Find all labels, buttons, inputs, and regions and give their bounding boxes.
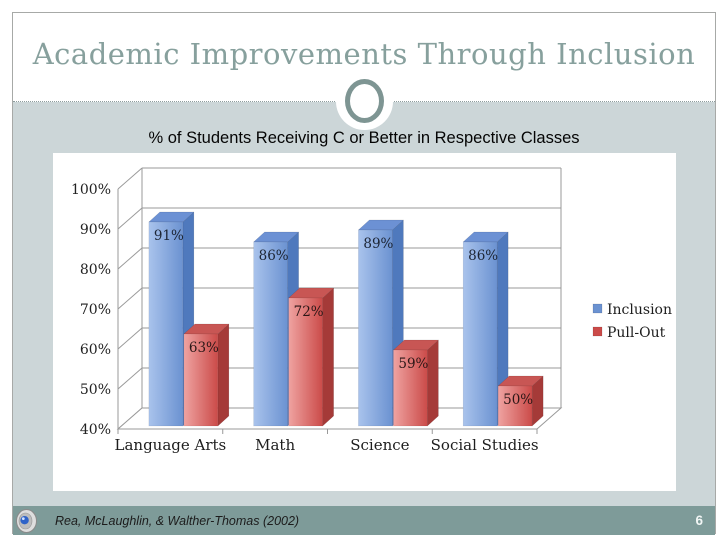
bar-side-face xyxy=(217,323,230,427)
data-label: 91% xyxy=(154,228,184,244)
bar-front-face xyxy=(288,297,323,427)
x-axis-label: Science xyxy=(350,436,409,454)
bar-front-face xyxy=(497,385,533,427)
axis-tick xyxy=(117,367,143,390)
x-axis-label: Math xyxy=(255,436,295,454)
legend-swatch xyxy=(592,303,603,314)
data-label: 86% xyxy=(468,248,498,264)
bar-side-face xyxy=(322,287,334,427)
y-axis-label: 80% xyxy=(80,262,111,278)
bar-pull-out-math: 72% xyxy=(287,287,335,427)
slide-title: Academic Improvements Through Inclusion xyxy=(32,37,696,71)
axis-tick xyxy=(117,247,143,270)
axis-tick xyxy=(117,287,143,310)
page-number: 6 xyxy=(695,513,703,528)
legend-label: Inclusion xyxy=(607,302,672,318)
bar-inclusion-social-studies: 86% xyxy=(462,231,509,427)
bar-front-face xyxy=(462,241,498,427)
bar-front-face xyxy=(183,333,219,427)
axis-tick xyxy=(117,327,143,350)
y-axis-label: 60% xyxy=(80,342,111,358)
legend-label: Pull-Out xyxy=(607,325,666,341)
speaker-icon[interactable] xyxy=(15,508,39,534)
footer-bar: Rea, McLaughlin, & Walther-Thomas (2002)… xyxy=(13,506,715,535)
legend-swatch xyxy=(592,326,603,337)
bar-pull-out-language-arts: 63% xyxy=(183,323,230,427)
bar-front-face xyxy=(393,349,428,427)
y-axis-label: 100% xyxy=(71,182,111,198)
axis-tick xyxy=(117,167,143,190)
x-axis-label: Language Arts xyxy=(115,436,227,454)
bar-front-face xyxy=(358,229,393,427)
legend-item-inclusion: Inclusion xyxy=(592,302,672,318)
bar-chart: 40% 50% 60% 70% 80% 90% 100% 91% 63% Language Art… xyxy=(71,167,672,454)
y-axis-label: 40% xyxy=(80,422,111,438)
slide: Academic Improvements Through Inclusion … xyxy=(12,12,716,535)
circle-ornament-icon xyxy=(345,79,384,123)
data-label: 89% xyxy=(363,236,393,252)
bar-pull-out-science: 59% xyxy=(392,339,440,427)
x-axis-label: Social Studies xyxy=(431,436,539,454)
bar-front-face xyxy=(148,221,184,427)
data-label: 59% xyxy=(398,356,428,372)
footer-citation: Rea, McLaughlin, & Walther-Thomas (2002) xyxy=(55,513,300,528)
bar-pull-out-social-studies: 50% xyxy=(497,375,544,427)
bar-side-face xyxy=(427,339,439,427)
chart-title: % of Students Receiving C or Better in R… xyxy=(148,129,580,147)
data-label: 86% xyxy=(259,248,289,264)
data-label: 63% xyxy=(189,340,219,356)
y-axis-label: 50% xyxy=(80,382,111,398)
legend-item-pull-out: Pull-Out xyxy=(592,325,666,341)
bar-front-face xyxy=(253,241,288,427)
chart-panel: 40% 50% 60% 70% 80% 90% 100% 91% 63% Language Art… xyxy=(53,153,676,491)
y-axis-label: 70% xyxy=(80,302,111,318)
y-axis-label: 90% xyxy=(80,222,111,238)
data-label: 72% xyxy=(294,304,324,320)
axis-tick xyxy=(117,207,143,230)
data-label: 50% xyxy=(503,392,533,408)
